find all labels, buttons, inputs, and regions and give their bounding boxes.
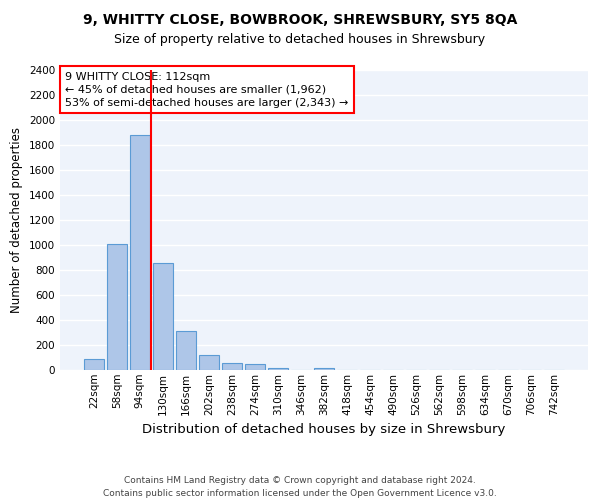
Bar [84, 359, 104, 370]
Bar [153, 262, 173, 370]
Bar [245, 364, 265, 370]
Bar [107, 244, 127, 370]
Bar [176, 331, 196, 370]
Text: 9, WHITTY CLOSE, BOWBROOK, SHREWSBURY, SY5 8QA: 9, WHITTY CLOSE, BOWBROOK, SHREWSBURY, S… [83, 12, 517, 26]
Bar [199, 355, 218, 370]
Bar [130, 135, 149, 370]
X-axis label: Distribution of detached houses by size in Shrewsbury: Distribution of detached houses by size … [142, 423, 506, 436]
Text: Contains HM Land Registry data © Crown copyright and database right 2024.
Contai: Contains HM Land Registry data © Crown c… [103, 476, 497, 498]
Y-axis label: Number of detached properties: Number of detached properties [10, 127, 23, 313]
Text: 9 WHITTY CLOSE: 112sqm
← 45% of detached houses are smaller (1,962)
53% of semi-: 9 WHITTY CLOSE: 112sqm ← 45% of detached… [65, 72, 349, 108]
Bar [222, 363, 242, 370]
Bar [314, 368, 334, 370]
Text: Size of property relative to detached houses in Shrewsbury: Size of property relative to detached ho… [115, 32, 485, 46]
Bar [268, 368, 288, 370]
